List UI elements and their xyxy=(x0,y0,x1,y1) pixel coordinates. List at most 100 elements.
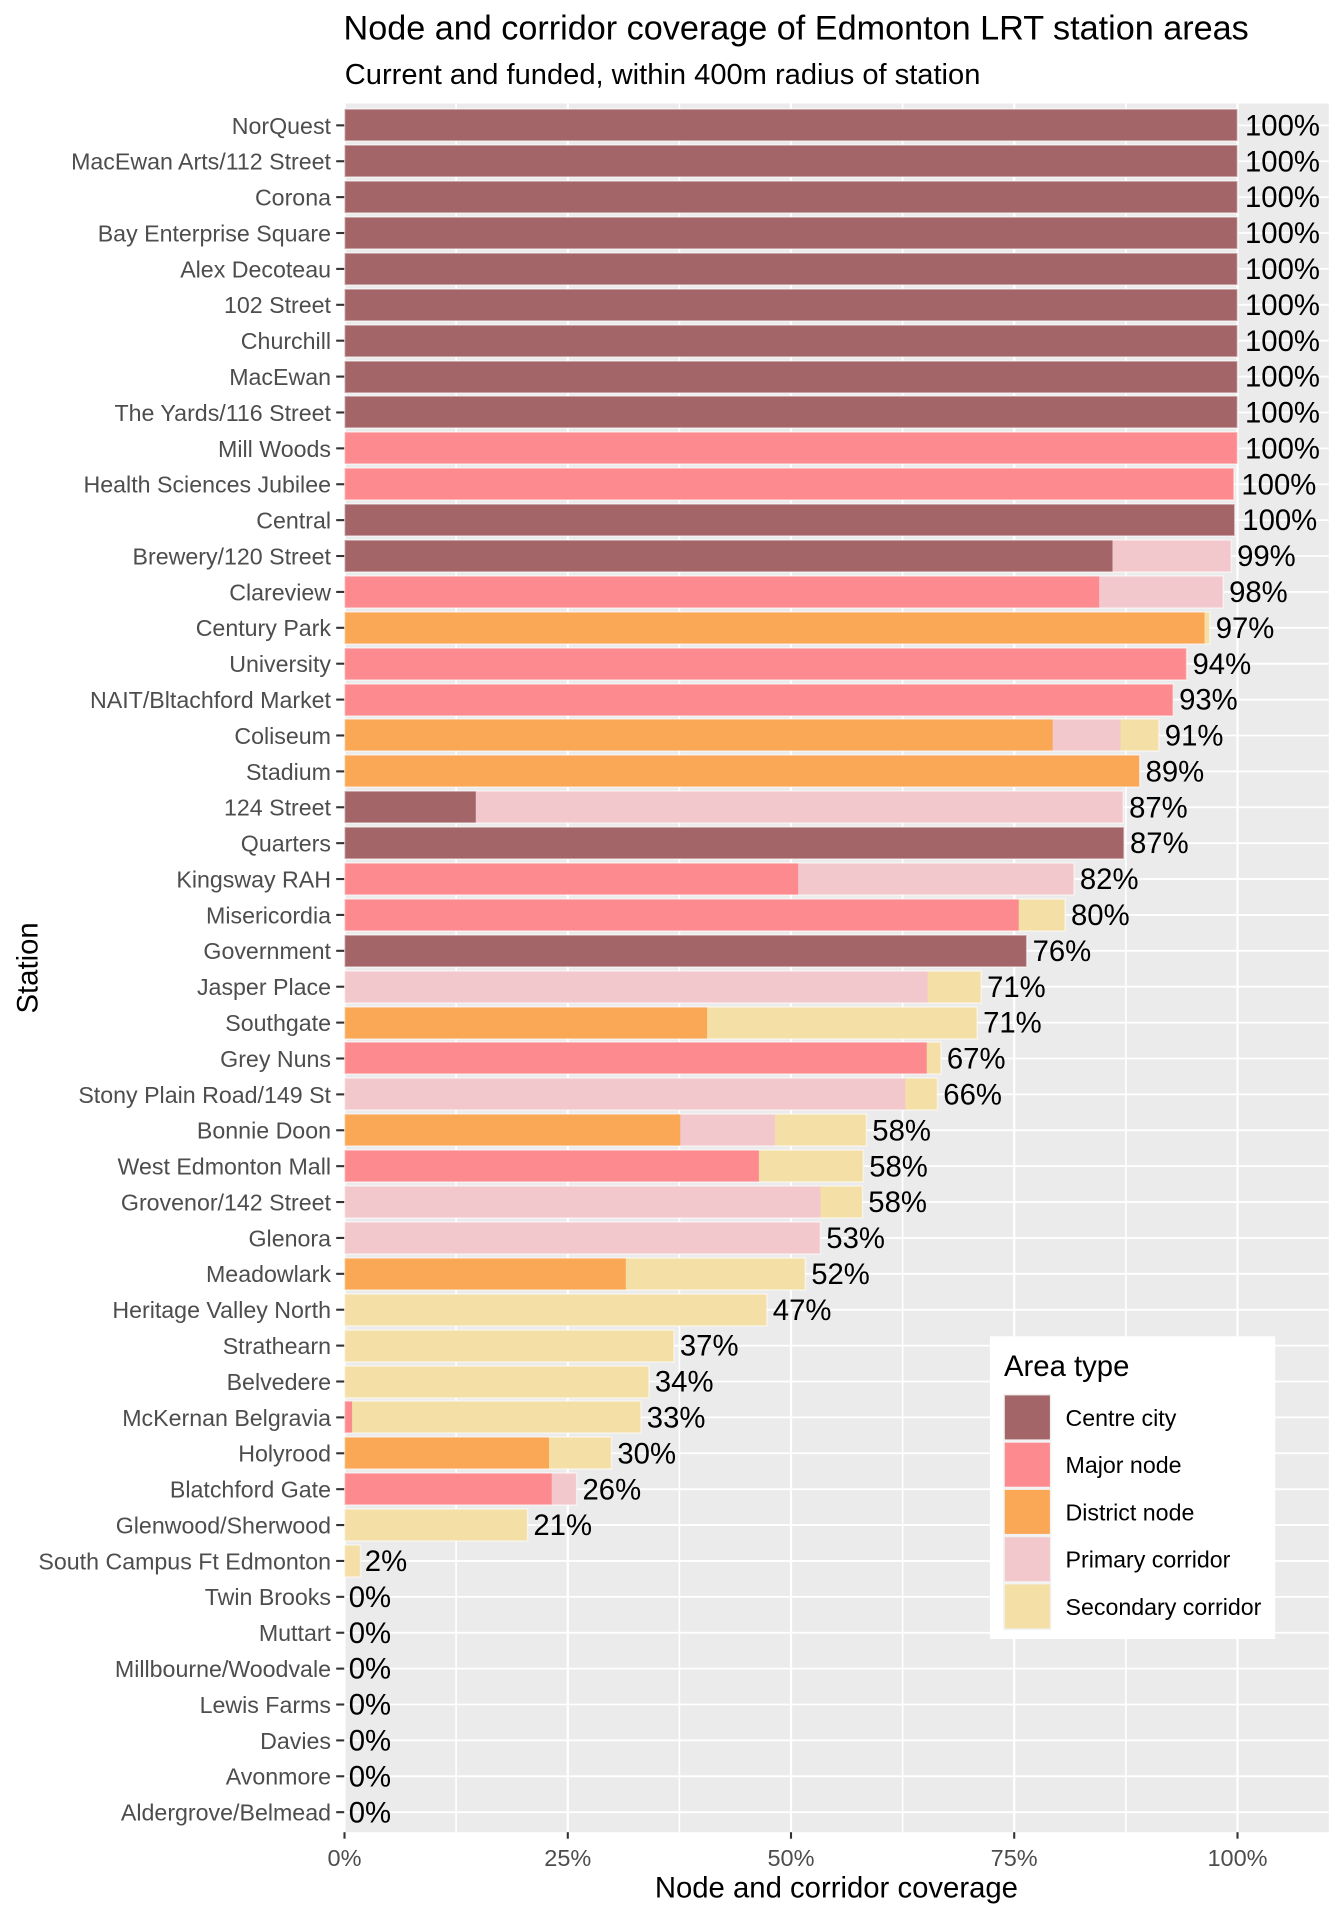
svg-text:58%: 58% xyxy=(869,1150,928,1183)
svg-text:0%: 0% xyxy=(328,1845,362,1871)
svg-text:97%: 97% xyxy=(1216,612,1275,645)
svg-text:87%: 87% xyxy=(1130,827,1189,860)
svg-text:Kingsway RAH: Kingsway RAH xyxy=(176,866,331,892)
svg-text:Clareview: Clareview xyxy=(229,579,331,605)
svg-text:100%: 100% xyxy=(1245,289,1320,322)
svg-text:Stadium: Stadium xyxy=(246,759,331,785)
svg-text:Grovenor/142 Street: Grovenor/142 Street xyxy=(121,1190,332,1216)
svg-text:Government: Government xyxy=(203,938,331,964)
svg-text:26%: 26% xyxy=(583,1473,642,1506)
svg-text:93%: 93% xyxy=(1179,684,1238,717)
svg-text:100%: 100% xyxy=(1245,145,1320,178)
svg-text:Holyrood: Holyrood xyxy=(238,1441,331,1467)
svg-text:75%: 75% xyxy=(991,1845,1038,1871)
svg-text:66%: 66% xyxy=(943,1079,1002,1112)
svg-text:West Edmonton Mall: West Edmonton Mall xyxy=(118,1154,332,1180)
svg-text:89%: 89% xyxy=(1146,756,1205,789)
svg-text:South Campus Ft Edmonton: South Campus Ft Edmonton xyxy=(38,1548,331,1574)
svg-text:100%: 100% xyxy=(1245,325,1320,358)
svg-text:80%: 80% xyxy=(1071,899,1130,932)
svg-text:33%: 33% xyxy=(647,1402,706,1435)
svg-text:0%: 0% xyxy=(349,1725,391,1758)
svg-text:100%: 100% xyxy=(1245,109,1320,142)
svg-text:Glenwood/Sherwood: Glenwood/Sherwood xyxy=(116,1513,331,1539)
svg-text:Station: Station xyxy=(12,922,45,1013)
svg-text:Southgate: Southgate xyxy=(225,1010,331,1036)
svg-text:Corona: Corona xyxy=(255,185,331,211)
svg-text:102 Street: 102 Street xyxy=(224,292,332,318)
svg-text:Area type: Area type xyxy=(1004,1350,1129,1383)
svg-text:58%: 58% xyxy=(872,1114,931,1147)
svg-text:District node: District node xyxy=(1066,1499,1195,1525)
svg-text:Bay Enterprise Square: Bay Enterprise Square xyxy=(98,220,331,246)
svg-text:Churchill: Churchill xyxy=(241,328,331,354)
svg-text:Node and corridor coverage: Node and corridor coverage xyxy=(655,1872,1018,1905)
svg-text:Avonmore: Avonmore xyxy=(226,1764,331,1790)
svg-text:87%: 87% xyxy=(1129,791,1188,824)
svg-text:100%: 100% xyxy=(1242,504,1317,537)
svg-text:100%: 100% xyxy=(1245,397,1320,430)
svg-text:0%: 0% xyxy=(349,1581,391,1614)
svg-text:100%: 100% xyxy=(1241,468,1316,501)
svg-text:Primary corridor: Primary corridor xyxy=(1066,1547,1231,1573)
svg-text:Mill Woods: Mill Woods xyxy=(218,436,331,462)
svg-text:Health Sciences Jubilee: Health Sciences Jubilee xyxy=(84,472,331,498)
svg-text:50%: 50% xyxy=(767,1845,814,1871)
svg-text:NorQuest: NorQuest xyxy=(232,113,332,139)
svg-text:98%: 98% xyxy=(1229,576,1288,609)
svg-text:21%: 21% xyxy=(533,1509,592,1542)
svg-text:0%: 0% xyxy=(349,1617,391,1650)
svg-text:99%: 99% xyxy=(1237,540,1296,573)
svg-text:124 Street: 124 Street xyxy=(224,795,332,821)
svg-text:Heritage Valley North: Heritage Valley North xyxy=(112,1297,331,1323)
svg-text:Grey Nuns: Grey Nuns xyxy=(220,1046,331,1072)
svg-text:Muttart: Muttart xyxy=(259,1620,332,1646)
svg-text:The Yards/116 Street: The Yards/116 Street xyxy=(114,400,331,426)
svg-text:Secondary corridor: Secondary corridor xyxy=(1066,1594,1262,1620)
svg-text:Millbourne/Woodvale: Millbourne/Woodvale xyxy=(115,1656,331,1682)
svg-text:McKernan Belgravia: McKernan Belgravia xyxy=(122,1405,331,1431)
svg-text:30%: 30% xyxy=(617,1437,676,1470)
svg-text:University: University xyxy=(229,651,331,677)
svg-text:67%: 67% xyxy=(947,1043,1006,1076)
svg-text:52%: 52% xyxy=(811,1258,870,1291)
svg-text:0%: 0% xyxy=(349,1796,391,1829)
svg-text:100%: 100% xyxy=(1245,361,1320,394)
svg-text:76%: 76% xyxy=(1033,935,1092,968)
svg-text:Davies: Davies xyxy=(260,1728,331,1754)
svg-text:Current and funded, within 400: Current and funded, within 400m radius o… xyxy=(345,59,981,91)
svg-text:Central: Central xyxy=(256,508,331,534)
svg-text:Node and corridor coverage of: Node and corridor coverage of Edmonton L… xyxy=(344,10,1249,48)
svg-text:71%: 71% xyxy=(983,1007,1042,1040)
svg-text:Bonnie Doon: Bonnie Doon xyxy=(197,1118,331,1144)
svg-text:100%: 100% xyxy=(1245,433,1320,466)
svg-text:100%: 100% xyxy=(1245,181,1320,214)
svg-text:Glenora: Glenora xyxy=(249,1225,332,1251)
svg-text:MacEwan: MacEwan xyxy=(229,364,331,390)
svg-text:0%: 0% xyxy=(349,1653,391,1686)
svg-text:Blatchford Gate: Blatchford Gate xyxy=(170,1477,331,1503)
svg-text:Aldergrove/Belmead: Aldergrove/Belmead xyxy=(121,1800,331,1826)
svg-text:0%: 0% xyxy=(349,1689,391,1722)
svg-text:Belvedere: Belvedere xyxy=(227,1369,331,1395)
svg-text:NAIT/Bltachford Market: NAIT/Bltachford Market xyxy=(90,687,332,713)
svg-text:Misericordia: Misericordia xyxy=(206,902,331,928)
svg-text:MacEwan Arts/112 Street: MacEwan Arts/112 Street xyxy=(71,149,331,175)
svg-text:91%: 91% xyxy=(1165,720,1224,753)
svg-text:Major node: Major node xyxy=(1066,1452,1182,1478)
svg-text:Strathearn: Strathearn xyxy=(223,1333,331,1359)
svg-text:Centre city: Centre city xyxy=(1066,1405,1177,1431)
svg-text:71%: 71% xyxy=(987,971,1046,1004)
svg-text:34%: 34% xyxy=(655,1366,714,1399)
svg-text:94%: 94% xyxy=(1193,648,1252,681)
svg-text:Quarters: Quarters xyxy=(241,831,331,857)
svg-text:Meadowlark: Meadowlark xyxy=(206,1261,331,1287)
svg-text:Century Park: Century Park xyxy=(196,615,332,641)
svg-text:Stony Plain Road/149 St: Stony Plain Road/149 St xyxy=(78,1082,331,1108)
svg-text:100%: 100% xyxy=(1207,1845,1267,1871)
svg-text:47%: 47% xyxy=(773,1294,832,1327)
svg-text:Brewery/120 Street: Brewery/120 Street xyxy=(133,543,332,569)
svg-text:82%: 82% xyxy=(1080,863,1139,896)
svg-text:Jasper Place: Jasper Place xyxy=(197,974,331,1000)
svg-text:Lewis Farms: Lewis Farms xyxy=(200,1692,331,1718)
